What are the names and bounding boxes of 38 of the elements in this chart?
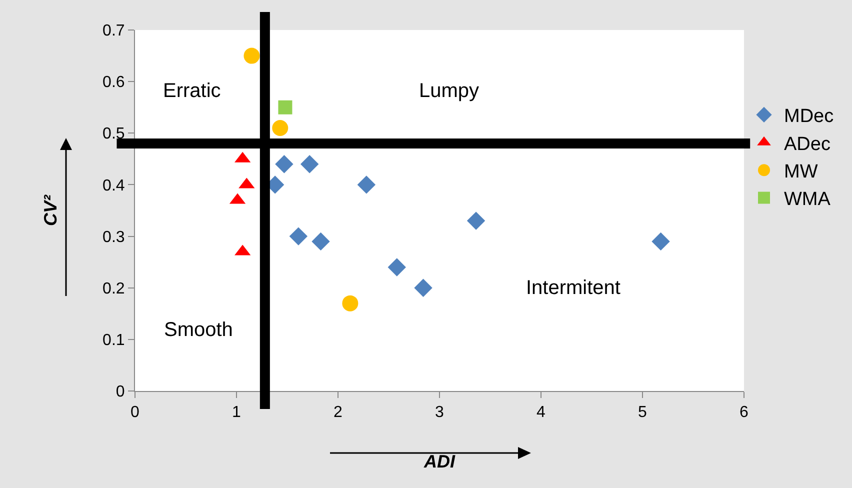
- annotation: Erratic: [163, 80, 221, 102]
- x-tick-label: 0: [130, 404, 140, 422]
- point: [388, 258, 406, 276]
- y-tick-label: 0.1: [102, 332, 125, 350]
- legend-label: WMA: [784, 189, 831, 210]
- legend-label: MW: [784, 162, 818, 183]
- point: [244, 48, 260, 64]
- legend-label: ADec: [784, 134, 830, 155]
- point: [357, 176, 376, 194]
- y-tick-label: 0.4: [102, 177, 125, 194]
- x-tick-label: 3: [435, 404, 444, 422]
- x-axis-title: ADI: [423, 451, 456, 472]
- x-tick-label: 2: [334, 404, 343, 422]
- point: [275, 154, 294, 174]
- y-tick-label: 0: [116, 384, 125, 401]
- point: [272, 120, 288, 136]
- y-axis-title: CV²: [40, 194, 61, 226]
- point: [289, 227, 308, 246]
- y-tick-label: 0.5: [102, 126, 125, 143]
- point: [312, 232, 330, 251]
- point: [466, 212, 486, 230]
- x-tick-label: 5: [638, 404, 648, 422]
- point: [652, 232, 670, 251]
- legend-label: MDec: [784, 106, 834, 128]
- point: [278, 100, 292, 114]
- point: [414, 278, 432, 297]
- point: [342, 295, 358, 312]
- x-tick-label: 4: [536, 404, 546, 422]
- annotation: Smooth: [164, 319, 233, 341]
- y-tick-label: 0.3: [102, 228, 125, 246]
- point: [300, 154, 319, 174]
- y-tick-label: 0.7: [102, 22, 125, 40]
- y-tick-label: 0.6: [102, 74, 125, 92]
- x-tick-label: 1: [232, 404, 242, 422]
- x-tick-label: 6: [740, 404, 749, 422]
- annotation: Lumpy: [419, 80, 480, 102]
- annotation: Intermitent: [526, 277, 621, 299]
- y-tick-label: 0.2: [102, 280, 125, 298]
